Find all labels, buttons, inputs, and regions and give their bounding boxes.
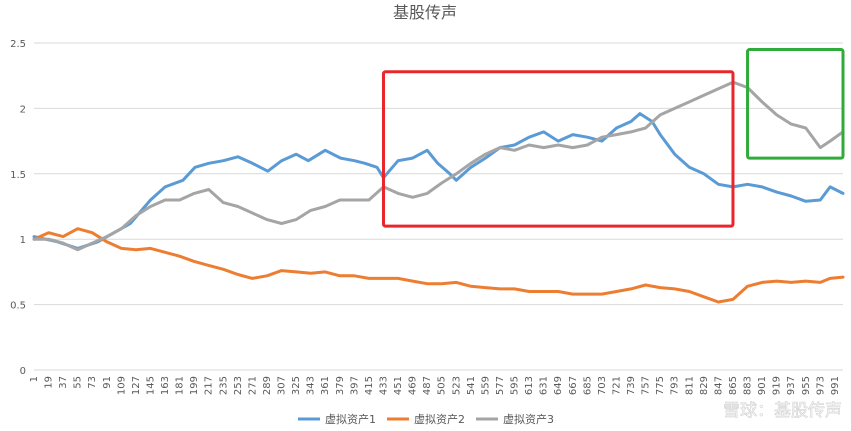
x-tick-label: 433: [378, 376, 389, 395]
x-tick-label: 793: [670, 376, 681, 395]
x-tick-label: 397: [349, 376, 360, 395]
y-tick-label: 2.5: [10, 39, 26, 50]
x-tick-label: 451: [393, 376, 404, 395]
x-tick-label: 361: [320, 376, 331, 395]
x-tick-label: 631: [539, 376, 550, 395]
x-tick-label: 559: [480, 376, 491, 395]
x-tick-label: 469: [408, 376, 419, 395]
x-tick-label: 847: [713, 376, 724, 395]
x-tick-label: 991: [830, 376, 841, 395]
y-tick-label: 1: [20, 235, 26, 246]
x-tick-label: 217: [204, 376, 215, 395]
x-tick-label: 343: [306, 376, 317, 395]
x-tick-label: 199: [189, 376, 200, 395]
x-tick-label: 865: [728, 376, 739, 395]
x-tick-label: 289: [262, 376, 273, 395]
x-tick-label: 127: [131, 376, 142, 395]
x-tick-label: 235: [218, 376, 229, 395]
annotation-box-2: [746, 48, 845, 160]
x-tick-label: 487: [422, 376, 433, 395]
legend-label-3: 虚拟资产3: [503, 412, 554, 426]
x-tick-label: 667: [568, 376, 579, 395]
x-tick-label: 775: [655, 376, 666, 395]
x-tick-label: 415: [364, 376, 375, 395]
x-tick-label: 595: [510, 376, 521, 395]
annotation-boxes: [381, 48, 845, 228]
x-tick-label: 901: [757, 376, 768, 395]
x-tick-label: 37: [58, 376, 69, 389]
x-tick-label: 523: [451, 376, 462, 395]
chart-title: 基股传声: [393, 3, 457, 22]
annotation-box-1: [381, 70, 735, 228]
x-tick-label: 739: [626, 376, 637, 395]
x-tick-label: 73: [87, 376, 98, 389]
y-tick-label: 0: [20, 366, 26, 377]
x-tick-label: 649: [553, 376, 564, 395]
series-line-1: [32, 112, 845, 250]
y-tick-label: 1.5: [10, 170, 26, 181]
x-tick-label: 955: [801, 376, 812, 395]
x-tick-label: 721: [611, 376, 622, 395]
x-tick-label: 379: [335, 376, 346, 395]
x-tick-label: 163: [160, 376, 171, 395]
x-tick-label: 271: [247, 376, 258, 395]
x-tick-label: 181: [175, 376, 186, 395]
x-tick-label: 937: [786, 376, 797, 395]
x-tick-label: 829: [699, 376, 710, 395]
x-tick-label: 55: [73, 376, 84, 389]
x-tick-label: 1: [29, 376, 40, 382]
x-tick-label: 145: [145, 376, 156, 395]
series-line-2: [32, 227, 845, 304]
x-tick-label: 253: [233, 376, 244, 395]
legend-label-2: 虚拟资产2: [414, 412, 465, 426]
x-tick-label: 325: [291, 376, 302, 395]
x-tick-label: 109: [116, 376, 127, 395]
x-tick-label: 883: [743, 376, 754, 395]
x-tick-label: 307: [277, 376, 288, 395]
y-axis-ticks: 0 0.5 1 1.5 2 2.5: [10, 39, 26, 377]
legend: 虚拟资产1 虚拟资产2 虚拟资产3: [298, 412, 554, 426]
series-lines: [32, 80, 845, 304]
x-tick-label: 757: [641, 376, 652, 395]
x-tick-label: 703: [597, 376, 608, 395]
y-tick-label: 0.5: [10, 301, 26, 312]
x-tick-label: 685: [582, 376, 593, 395]
x-tick-label: 919: [772, 376, 783, 395]
x-tick-label: 613: [524, 376, 535, 395]
x-tick-label: 91: [102, 376, 113, 389]
x-axis-ticks: 1 19 37 55 73 91 109 127 145 163 181 199 217 235 253 27…: [29, 376, 841, 395]
watermark: 雪球：基股传声: [723, 401, 842, 421]
x-tick-label: 541: [466, 376, 477, 395]
legend-label-1: 虚拟资产1: [325, 412, 376, 426]
x-tick-label: 505: [437, 376, 448, 395]
y-tick-label: 2: [20, 104, 26, 115]
series-line-3: [32, 80, 845, 252]
x-tick-label: 811: [684, 376, 695, 395]
x-tick-label: 19: [44, 376, 55, 389]
gridlines: [34, 42, 843, 371]
x-tick-label: 973: [815, 376, 826, 395]
x-tick-label: 577: [495, 376, 506, 395]
